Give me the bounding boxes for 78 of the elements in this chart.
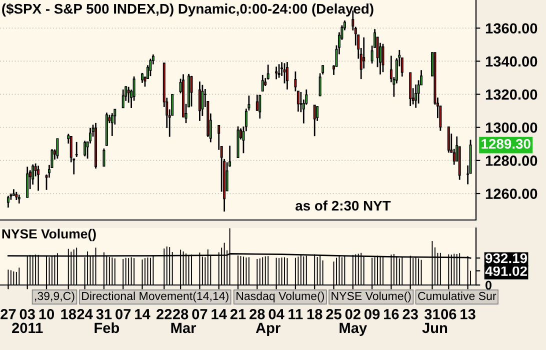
y-tick-label: 491.02: [485, 266, 527, 276]
x-tick-label: 03: [20, 308, 35, 320]
candlestick: [256, 94, 258, 112]
annotation: as of 2:30 NYT: [296, 200, 391, 211]
x2-tick-label: Apr: [256, 322, 280, 336]
text: Nasdaq Volume(): [236, 292, 324, 302]
candlestick: [417, 80, 420, 104]
x-tick-label: 06: [441, 308, 456, 320]
x-tick-label: 13: [460, 308, 476, 320]
candlestick: [102, 148, 106, 167]
x-tick-label: 07: [116, 308, 131, 320]
x-tick-label: 02: [345, 308, 360, 320]
x-tick-label: 28: [172, 308, 188, 320]
candlestick: [26, 166, 29, 198]
candlestick: [313, 104, 316, 137]
x-tick-label: 09: [364, 308, 380, 320]
candlestick: [72, 158, 76, 176]
x-tick-label: 28: [250, 308, 265, 320]
x-tick-label: 22: [156, 308, 172, 320]
y-tick-label: 1320.00: [486, 89, 538, 100]
candlestick: [258, 94, 262, 120]
x-tick-label: 16: [384, 308, 399, 320]
x-tick-label: 31: [424, 308, 440, 320]
annotation: 1289.30: [482, 138, 530, 149]
candlestick: [275, 66, 278, 80]
x2-tick-label: Mar: [171, 322, 196, 334]
y-tick-label: 0: [486, 280, 492, 290]
chart-title: NYSE Volume(): [2, 228, 96, 242]
x2-tick-label: Feb: [94, 322, 120, 334]
y-tick-label: 1260.00: [486, 188, 538, 199]
candlestick: [201, 84, 204, 117]
x-tick-label: 07: [192, 308, 208, 320]
candlestick: [110, 112, 114, 137]
x-tick-label: 21: [230, 308, 246, 320]
candlestick: [89, 127, 92, 144]
candlestick: [149, 58, 152, 77]
candlestick: [122, 88, 124, 108]
y-tick-label: 932.19: [486, 253, 527, 264]
candlestick: [278, 63, 280, 78]
candlestick: [198, 80, 201, 122]
y-tick-label: 1300.00: [486, 122, 538, 133]
x-tick-label: 27: [0, 308, 16, 320]
text: Directional Movement(14,14): [82, 292, 228, 302]
text: ,39,9,C): [35, 292, 74, 302]
x-tick-label: 18: [307, 308, 322, 320]
candlestick: [84, 140, 86, 158]
candlestick: [286, 61, 288, 90]
x-tick-label: 10: [39, 308, 54, 320]
text: Cumulative Sur: [418, 292, 496, 300]
x-tick-label: 14: [212, 309, 227, 320]
candlestick: [32, 164, 34, 186]
y-tick-label: 1340.00: [486, 56, 538, 67]
y-tick-label: 1280.00: [486, 156, 538, 166]
x-tick-label: 25: [326, 308, 342, 320]
x-tick-label: 04: [268, 308, 284, 320]
y-tick-label: 1360.00: [486, 23, 538, 34]
x-tick-label: 23: [402, 308, 418, 320]
candlestick: [414, 84, 418, 109]
candlestick: [75, 141, 78, 158]
x2-tick-label: Jun: [422, 322, 448, 334]
candlestick: [447, 126, 450, 154]
x-tick-label: 31: [96, 308, 112, 320]
candlestick: [6, 195, 10, 208]
x-tick-label: 14: [135, 309, 150, 320]
candlestick: [318, 72, 322, 96]
x2-tick-label: 2011: [12, 322, 43, 334]
candlestick: [56, 138, 59, 160]
text: NYSE Volume(): [332, 292, 411, 302]
x2-tick-label: May: [340, 322, 368, 336]
candlestick: [228, 145, 232, 168]
x-tick-label: 11: [288, 309, 303, 320]
candlestick: [141, 72, 144, 84]
candlestick: [37, 165, 40, 192]
candlestick: [261, 74, 264, 92]
chart-title: ($SPX - S&P 500 INDEX,D) Dynamic,0:00-24:00 (Delayed): [2, 3, 374, 16]
x-tick-label: 18: [61, 308, 76, 320]
x-tick-label: 24: [77, 308, 93, 320]
candlestick: [322, 64, 324, 76]
